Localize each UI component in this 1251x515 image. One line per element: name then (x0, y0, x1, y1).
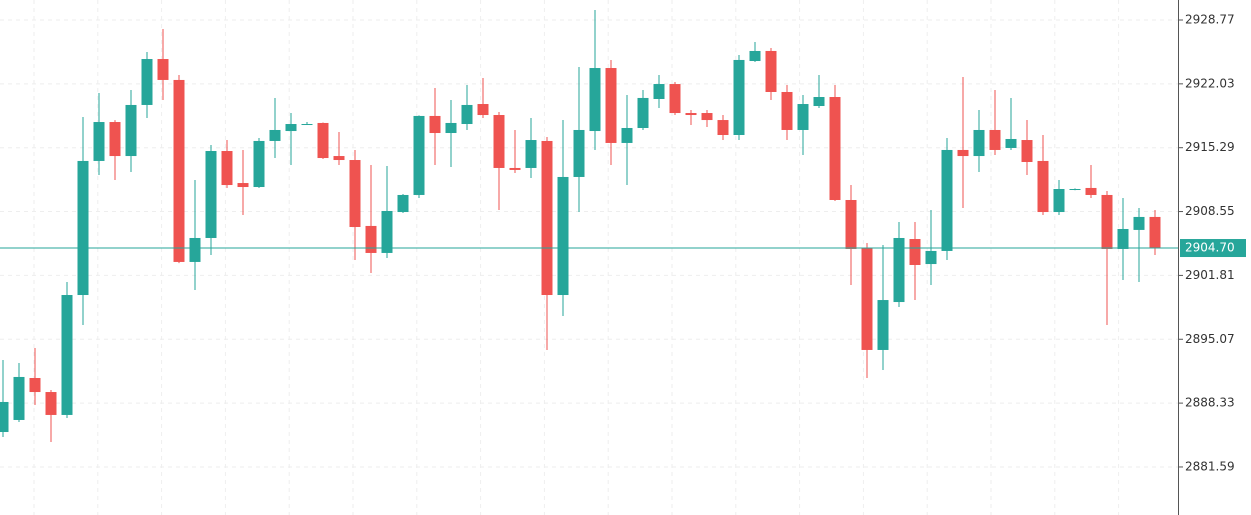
candle-body (429, 115, 441, 134)
candle-body (925, 250, 937, 265)
candle-body (1117, 228, 1129, 249)
candle-body (77, 160, 89, 296)
candle-body (1021, 140, 1033, 163)
y-tick-label: 2928.77 (1185, 12, 1235, 26)
candle-body (701, 113, 713, 121)
candle-body (365, 225, 377, 253)
candle-body (621, 127, 633, 143)
last-price-box (1180, 239, 1246, 258)
candle-body (573, 129, 585, 177)
candle-body (525, 140, 537, 168)
candle-body (1133, 216, 1145, 230)
candle-body (173, 79, 185, 262)
candle-body (669, 84, 681, 114)
candle-body (989, 129, 1001, 150)
candle-body (957, 149, 969, 157)
candle-body (1069, 189, 1081, 191)
candle-body (205, 151, 217, 238)
candle-body (973, 129, 985, 157)
candle-body (781, 91, 793, 130)
candle-body (397, 194, 409, 213)
candle-body (877, 300, 889, 350)
candle-body (1149, 216, 1161, 249)
y-tick-label: 2915.29 (1185, 140, 1235, 154)
candle-body (509, 167, 521, 170)
last-price-label: 2904.70 (1185, 241, 1235, 255)
candle-body (557, 176, 569, 296)
candle-body (909, 239, 921, 265)
candle-body (237, 183, 249, 188)
candle-body (493, 115, 505, 168)
candle-body (733, 59, 745, 136)
candle-body (45, 392, 57, 415)
candle-body (1005, 138, 1017, 148)
candle-body (589, 68, 601, 132)
candle-body (461, 104, 473, 125)
candle-body (61, 295, 73, 415)
candle-body (141, 59, 153, 105)
candle-body (269, 129, 281, 141)
candle-body (845, 199, 857, 249)
candle-body (317, 122, 329, 159)
candle-body (1037, 160, 1049, 213)
candle-body (381, 210, 393, 253)
candle-body (301, 124, 313, 126)
candle-body (1053, 189, 1065, 213)
candle-body (893, 237, 905, 303)
candle-body (221, 151, 233, 186)
candle-body (413, 115, 425, 195)
candle-body (1101, 194, 1113, 249)
y-tick-label: 2881.59 (1185, 459, 1235, 473)
candle-body (941, 149, 953, 251)
candle-body (813, 97, 825, 107)
candle-body (189, 237, 201, 262)
y-tick-label: 2922.03 (1185, 76, 1235, 90)
y-tick-label: 2895.07 (1185, 332, 1235, 346)
candle-body (477, 104, 489, 116)
candle-body (637, 97, 649, 128)
candle-body (125, 104, 137, 157)
y-tick-label: 2888.33 (1185, 396, 1235, 410)
candle-body (333, 156, 345, 161)
candle-body (717, 120, 729, 136)
candle-body (13, 376, 25, 420)
candle-body (765, 50, 777, 92)
candle-body (157, 59, 169, 80)
y-tick-label: 2901.81 (1185, 268, 1235, 282)
candle-body (829, 97, 841, 200)
candle-body (797, 104, 809, 130)
candle-body (541, 140, 553, 296)
candle-body (861, 248, 873, 350)
candle-body (605, 68, 617, 143)
candle-body (445, 122, 457, 134)
candle-body (1085, 187, 1097, 195)
candle-body (749, 50, 761, 62)
candle-body (93, 122, 105, 161)
candle-body (253, 140, 265, 188)
candle-body (29, 378, 41, 393)
y-tick-label: 2908.55 (1185, 204, 1235, 218)
candle-body (653, 84, 665, 100)
candle-body (109, 122, 121, 157)
candle-body (285, 124, 297, 132)
candle-body (685, 113, 697, 116)
candle-body (0, 401, 9, 433)
candle-body (349, 160, 361, 227)
